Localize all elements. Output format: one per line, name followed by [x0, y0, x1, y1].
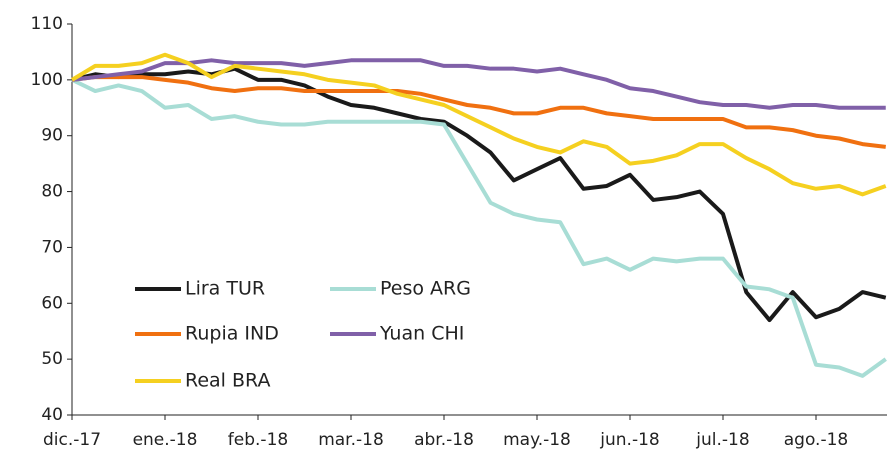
legend-label: Rupia IND — [185, 323, 279, 345]
legend-label: Peso ARG — [380, 278, 471, 300]
y-tick-label: 80 — [41, 182, 63, 202]
y-tick-label: 100 — [31, 70, 63, 90]
x-tick-label: may.-18 — [503, 430, 571, 450]
x-tick-label: jul.-18 — [695, 430, 749, 450]
series-line — [71, 58, 886, 110]
y-tick-label: 90 — [41, 126, 63, 146]
x-tick-label: abr.-18 — [414, 430, 474, 450]
x-tick-label: mar.-18 — [318, 430, 384, 450]
y-tick-label: 70 — [41, 237, 63, 257]
y-tick-label: 40 — [41, 405, 63, 425]
y-tick-label: 110 — [31, 14, 63, 34]
y-tick-label: 50 — [41, 349, 63, 369]
series-line — [71, 78, 887, 378]
x-tick-label: dic.-17 — [43, 430, 101, 450]
legend-label: Real BRA — [185, 370, 270, 392]
legend-label: Yuan CHI — [379, 323, 464, 345]
x-tick-label: ene.-18 — [133, 430, 198, 450]
x-tick-label: feb.-18 — [228, 430, 288, 450]
legend-label: Lira TUR — [185, 278, 265, 300]
x-tick-label: jun.-18 — [599, 430, 659, 450]
x-tick-label: ago.-18 — [784, 430, 848, 450]
series-line — [71, 75, 886, 149]
y-tick-label: 60 — [41, 293, 63, 313]
series-line — [70, 52, 887, 197]
